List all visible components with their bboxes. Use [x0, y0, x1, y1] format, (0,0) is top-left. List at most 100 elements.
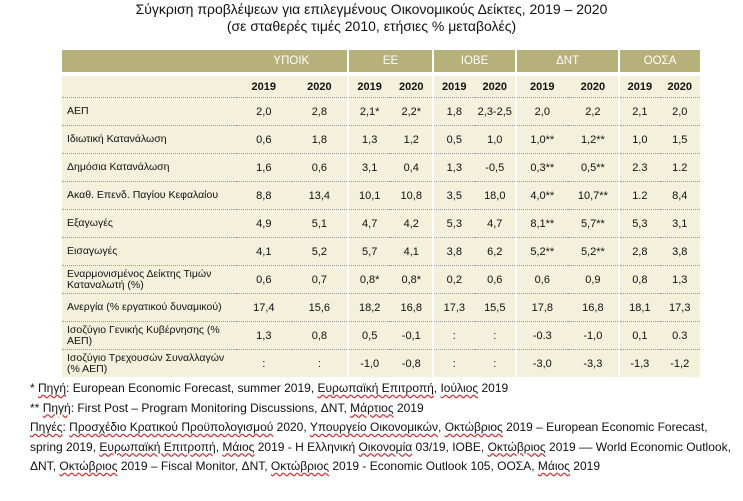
note-text: , [438, 420, 445, 434]
table-cell: 16,8 [390, 293, 434, 322]
group-header-dnt: ΔΝΤ [515, 50, 620, 72]
table-cell: 2,2* [390, 97, 434, 126]
note-text: Υπουργείο Οικονομικών [309, 420, 439, 434]
table-cell: 5,2 [291, 237, 348, 266]
table-cell: 2,8 [618, 237, 660, 266]
table-cell: 0,5 [346, 321, 391, 350]
note-text: Πηγή [38, 381, 67, 395]
table-row: Ακαθ. Επενδ. Παγίου Κεφαλαίου 8,8 13,4 10,1… [62, 181, 700, 210]
table-cell: 0,8 [291, 321, 348, 350]
table-cell: 0,6 [474, 265, 517, 294]
group-header-ee: ΕΕ [346, 50, 434, 72]
table-cell: 0,6 [291, 153, 348, 182]
table-cell: 0,5** [567, 153, 620, 182]
year-header: 2019 [515, 76, 568, 98]
year-header: 2020 [291, 76, 348, 98]
table-cell: 13,4 [291, 181, 348, 210]
row-label: Ιδιωτική Κατανάλωση [62, 125, 236, 154]
note-text: Ευρωπαϊκή Επιτροπή [317, 381, 434, 395]
table-cell: -3,0 [515, 349, 568, 377]
row-label: Εισαγωγές [62, 237, 236, 266]
table-cell: -1,2 [659, 349, 700, 377]
table-cell: -0.3 [515, 321, 568, 350]
table-cell: 0,8 [618, 265, 660, 294]
table-cell: 17,3 [432, 293, 475, 322]
note-text: 2019 [569, 459, 600, 473]
table-cell: 4,1 [390, 237, 434, 266]
year-header: 2020 [390, 76, 434, 98]
table-cell: 1,0 [618, 125, 660, 154]
table-cell: 18,1 [618, 293, 660, 322]
table-cell: 2,3-2,5 [474, 97, 517, 126]
table-cell: 5,2** [567, 237, 620, 266]
year-header-row: 2019 2020 2019 2020 2019 2020 2019 2020 … [62, 76, 700, 98]
table-cell: 1,2 [390, 125, 434, 154]
table-cell: 1,0 [474, 125, 517, 154]
table-cell: : [235, 349, 292, 377]
table-row: Δημόσια Κατανάλωση 1,6 0,6 3,1 0,4 1,3 -0,5 0,3… [62, 153, 700, 182]
footnotes: * Πηγή: European Economic Forecast, summ… [30, 379, 735, 477]
table-cell: 0,8* [390, 265, 434, 294]
table-row: Εξαγωγές 4,9 5,1 4,7 4,2 5,3 4,7 8,1** 5,7** 5,3 3… [62, 209, 700, 238]
table-cell: 10,1 [346, 181, 391, 210]
note-text: Ιούλιος [440, 381, 479, 395]
table-row: Ισοζύγιο Γενικής Κυβέρνησης (% ΑΕΠ) 1,3 0,… [62, 321, 700, 350]
row-label: Εναρμονισμένος Δείκτης Τιμών Καταναλωτή … [62, 265, 236, 294]
table-cell: 8,8 [235, 181, 292, 210]
year-header: 2019 [235, 76, 292, 98]
note-text: : [62, 420, 70, 434]
table-cell: 0,5 [432, 125, 475, 154]
table-cell: : [474, 321, 517, 350]
table-cell: 18,2 [346, 293, 391, 322]
table-cell: 5,7** [567, 209, 620, 238]
table-cell: 2,8 [291, 97, 348, 126]
table-cell: 2,0 [659, 97, 700, 126]
row-label: Εξαγωγές [62, 209, 236, 238]
table-cell: 4,2 [390, 209, 434, 238]
table-cell: 1,0** [515, 125, 568, 154]
table-cell: 0,6 [515, 265, 568, 294]
table-cell: 6,2 [474, 237, 517, 266]
table-cell: 1,8 [291, 125, 348, 154]
table-cell: 2,1 [618, 97, 660, 126]
table-cell: 0.3 [659, 321, 700, 350]
table-cell: -1,3 [618, 349, 660, 377]
table-cell: 1,3 [432, 153, 475, 182]
table-cell: 4,9 [235, 209, 292, 238]
group-header-ypoik: ΥΠΟΙΚ [235, 50, 348, 72]
table-cell: 17,4 [235, 293, 292, 322]
table-cell: 5,1 [291, 209, 348, 238]
table-cell: 5,2** [515, 237, 568, 266]
table-cell: 16,8 [567, 293, 620, 322]
table-cell: 4,7 [474, 209, 517, 238]
table-row: Ανεργία (% εργατικού δυναμικού) 17,4 15,6 1… [62, 293, 700, 322]
forecast-table: ΥΠΟΙΚ ΕΕ ΙΟΒΕ ΔΝΤ ΟΟΣΑ 2019 2020 2019 20… [62, 50, 700, 377]
note-text: Οκτώβριος [487, 439, 546, 454]
note-text: 2019 - Η Ελληνική [254, 439, 359, 454]
table-cell: 15,6 [291, 293, 348, 322]
table-cell: 8,4 [659, 181, 700, 210]
spacer-row [62, 72, 700, 76]
note-text: 2019 [478, 381, 509, 395]
note-text: Οκτώβριος [59, 459, 118, 473]
table-cell: 17,3 [659, 293, 700, 322]
note-text: Ευρωπαϊκή Επιτροπή [99, 439, 216, 454]
table-cell: 3,5 [432, 181, 475, 210]
table-cell: 4,0** [515, 181, 568, 210]
table-cell: 0,8* [346, 265, 391, 294]
table-cell: -1,0 [567, 321, 620, 350]
note-text: 2019 –– World Economic Outlook, ΔΝΤ, [30, 439, 731, 474]
table-cell: 3,8 [659, 237, 700, 266]
table-cell: 1,8 [432, 97, 475, 126]
table-cell: 4,1 [235, 237, 292, 266]
note-text: Μάρτιος [350, 400, 394, 415]
table-cell: 2,1* [346, 97, 391, 126]
year-header-blank [62, 76, 236, 98]
table-cell: 3,1 [346, 153, 391, 182]
table-cell: 4,7 [346, 209, 391, 238]
note-text: ** [30, 400, 43, 415]
table-cell: 2,2 [567, 97, 620, 126]
table-cell: : [291, 349, 348, 377]
table-cell: 2.3 [618, 153, 660, 182]
group-header-row: ΥΠΟΙΚ ΕΕ ΙΟΒΕ ΔΝΤ ΟΟΣΑ [62, 50, 700, 72]
